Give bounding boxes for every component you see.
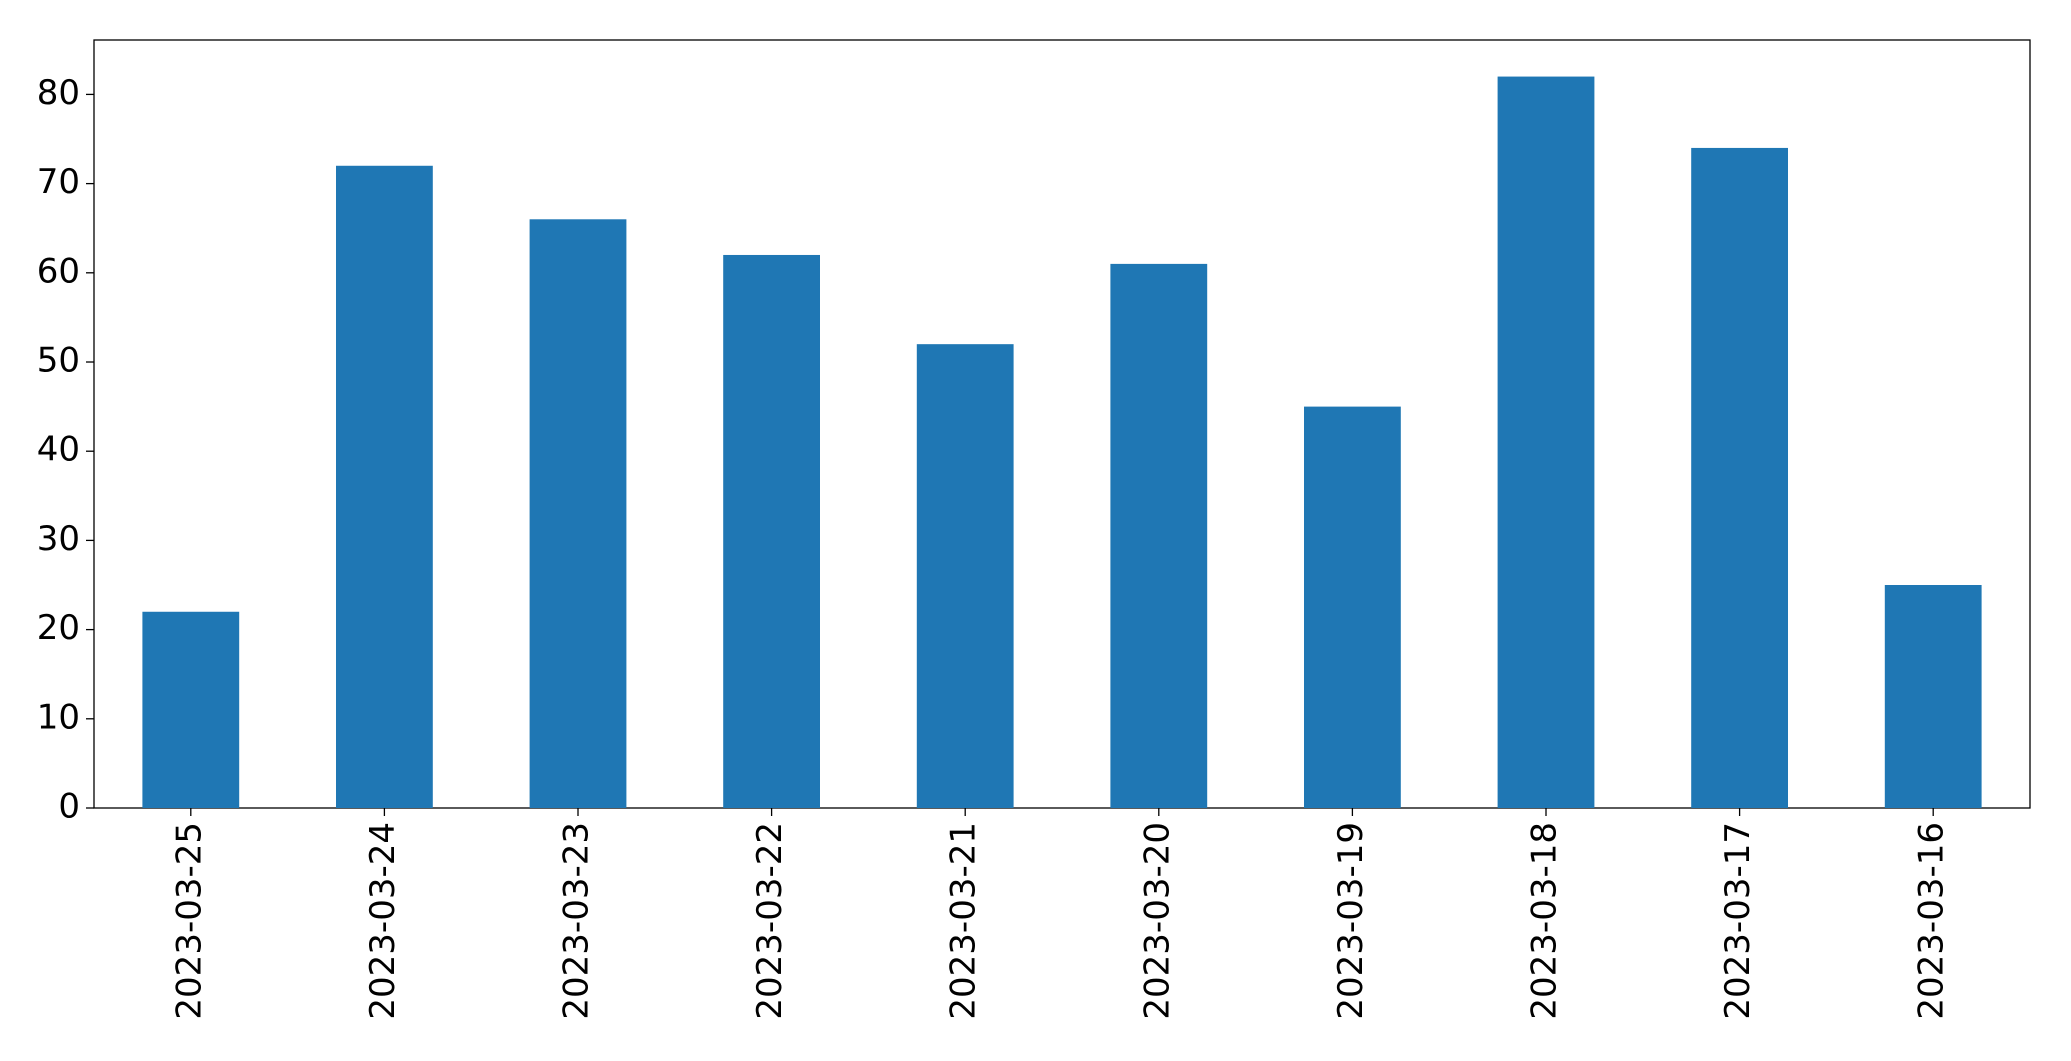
y-tick-label: 50 [37,341,80,381]
bar [1691,147,1788,809]
y-tick-label: 0 [58,787,80,827]
bar [723,254,820,809]
bar [916,344,1014,808]
x-tick-label: 2023-03-19 [1331,822,1371,1020]
y-tick-label: 80 [37,73,80,113]
x-tick-label: 2023-03-18 [1525,822,1565,1020]
x-tick-label: 2023-03-23 [557,822,597,1020]
x-tick-label: 2023-03-22 [750,822,790,1020]
bar [1304,406,1401,808]
bar [1110,263,1208,808]
y-tick-label: 60 [37,251,80,291]
bar [529,219,627,809]
x-tick-label: 2023-03-25 [169,822,209,1020]
y-tick-label: 10 [37,697,80,737]
y-tick-label: 40 [37,430,80,470]
y-tick-label: 20 [37,608,80,648]
bar [336,165,433,809]
bar [1884,585,1982,808]
plot-frame [93,39,2031,809]
bar [142,611,240,808]
x-tick-label: 2023-03-24 [363,822,403,1020]
x-tick-label: 2023-03-16 [1912,822,1952,1020]
bar [1497,76,1595,809]
x-tick-label: 2023-03-17 [1718,822,1758,1020]
y-tick-label: 70 [37,162,80,202]
y-tick-label: 30 [37,519,80,559]
x-tick-label: 2023-03-21 [944,822,984,1020]
x-tick-label: 2023-03-20 [1137,822,1177,1020]
